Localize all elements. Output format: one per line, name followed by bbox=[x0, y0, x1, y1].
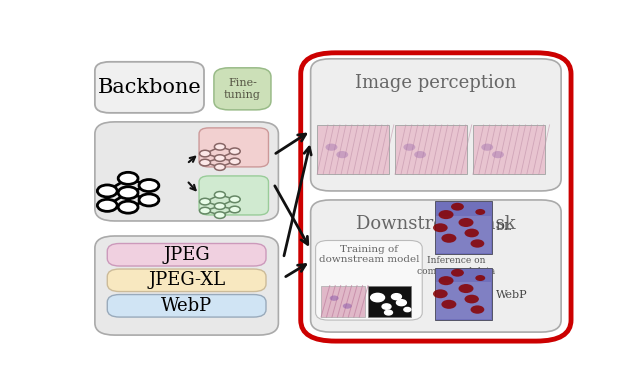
Circle shape bbox=[200, 150, 211, 157]
Circle shape bbox=[336, 151, 348, 158]
FancyBboxPatch shape bbox=[316, 241, 422, 320]
Text: JPEG: JPEG bbox=[163, 246, 210, 264]
Circle shape bbox=[492, 151, 504, 158]
Bar bbox=[436, 216, 491, 252]
Circle shape bbox=[214, 155, 225, 161]
Circle shape bbox=[465, 295, 479, 303]
Circle shape bbox=[118, 201, 138, 213]
Circle shape bbox=[229, 206, 240, 213]
Circle shape bbox=[214, 203, 225, 209]
Circle shape bbox=[476, 209, 485, 215]
FancyBboxPatch shape bbox=[95, 62, 204, 113]
Bar bbox=[367, 285, 412, 317]
FancyBboxPatch shape bbox=[95, 122, 278, 221]
Circle shape bbox=[451, 269, 464, 277]
Circle shape bbox=[404, 307, 411, 312]
FancyBboxPatch shape bbox=[214, 68, 271, 110]
Bar bbox=[435, 268, 492, 320]
FancyBboxPatch shape bbox=[108, 294, 266, 317]
Circle shape bbox=[403, 144, 415, 151]
Circle shape bbox=[392, 294, 401, 300]
Circle shape bbox=[438, 276, 454, 285]
Circle shape bbox=[214, 212, 225, 218]
FancyBboxPatch shape bbox=[310, 200, 561, 332]
Circle shape bbox=[200, 159, 211, 166]
FancyBboxPatch shape bbox=[108, 269, 266, 292]
Circle shape bbox=[433, 223, 448, 232]
Circle shape bbox=[442, 234, 456, 243]
FancyBboxPatch shape bbox=[301, 53, 571, 341]
Circle shape bbox=[229, 148, 240, 154]
Circle shape bbox=[139, 194, 159, 206]
Circle shape bbox=[481, 144, 493, 151]
FancyBboxPatch shape bbox=[199, 176, 269, 215]
Circle shape bbox=[458, 218, 474, 227]
Circle shape bbox=[470, 239, 484, 248]
Bar bbox=[317, 125, 389, 174]
Text: Training of
downstream model: Training of downstream model bbox=[319, 245, 419, 264]
Text: WebP: WebP bbox=[495, 289, 527, 300]
Bar bbox=[321, 285, 365, 317]
Circle shape bbox=[214, 164, 225, 170]
Circle shape bbox=[385, 310, 392, 315]
FancyBboxPatch shape bbox=[310, 59, 561, 191]
Circle shape bbox=[214, 191, 225, 198]
FancyBboxPatch shape bbox=[108, 243, 266, 266]
Text: Image perception: Image perception bbox=[355, 74, 516, 92]
Circle shape bbox=[371, 293, 385, 302]
Circle shape bbox=[476, 275, 485, 281]
Text: Backbone: Backbone bbox=[97, 78, 202, 97]
Circle shape bbox=[330, 296, 339, 301]
Circle shape bbox=[470, 305, 484, 314]
Circle shape bbox=[451, 203, 464, 211]
Circle shape bbox=[396, 300, 406, 306]
Circle shape bbox=[414, 151, 426, 158]
Circle shape bbox=[139, 179, 159, 191]
Bar bbox=[473, 125, 545, 174]
Circle shape bbox=[343, 303, 352, 309]
FancyBboxPatch shape bbox=[95, 236, 278, 335]
Circle shape bbox=[438, 210, 454, 219]
Circle shape bbox=[458, 284, 474, 293]
Bar bbox=[436, 282, 491, 319]
Circle shape bbox=[97, 185, 117, 197]
Bar bbox=[435, 202, 492, 254]
Circle shape bbox=[200, 198, 211, 205]
Text: Fine-
tuning: Fine- tuning bbox=[224, 78, 261, 99]
Text: Inference on
compressed data: Inference on compressed data bbox=[417, 256, 495, 276]
Bar bbox=[395, 125, 467, 174]
Circle shape bbox=[382, 304, 391, 309]
Circle shape bbox=[214, 144, 225, 150]
Circle shape bbox=[442, 300, 456, 309]
Text: WebP: WebP bbox=[161, 297, 212, 315]
FancyBboxPatch shape bbox=[199, 128, 269, 167]
Circle shape bbox=[229, 196, 240, 203]
Circle shape bbox=[97, 199, 117, 211]
Text: Downstream task: Downstream task bbox=[356, 215, 516, 233]
Circle shape bbox=[433, 289, 448, 298]
Text: DL: DL bbox=[495, 222, 512, 232]
Text: JPEG-XL: JPEG-XL bbox=[148, 271, 225, 289]
Circle shape bbox=[229, 158, 240, 165]
Circle shape bbox=[326, 144, 337, 151]
Circle shape bbox=[118, 187, 138, 199]
Circle shape bbox=[200, 207, 211, 214]
Circle shape bbox=[118, 172, 138, 184]
Circle shape bbox=[465, 229, 479, 238]
